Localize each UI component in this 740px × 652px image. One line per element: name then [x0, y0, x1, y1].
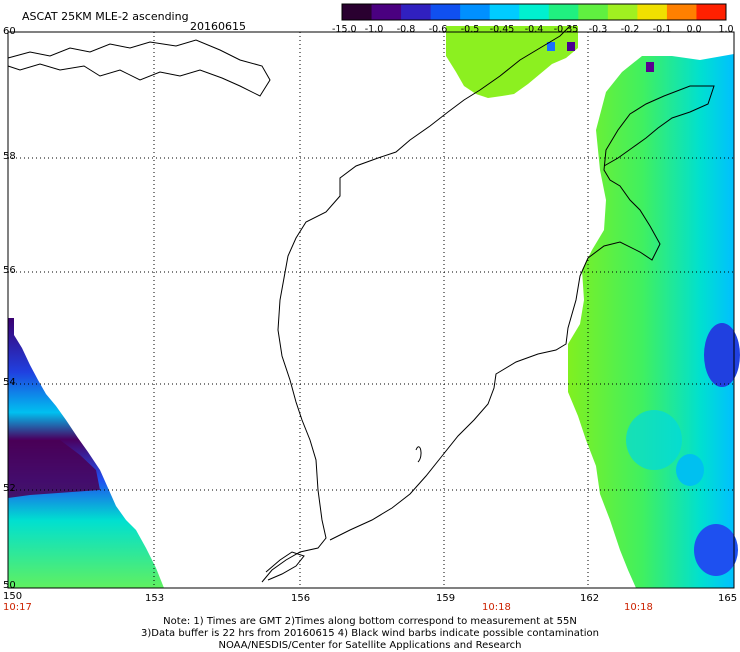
data-blob — [704, 323, 740, 387]
colorbar-swatch — [637, 4, 668, 20]
lat-label: 60 — [3, 26, 16, 37]
colorbar-swatch — [489, 4, 520, 20]
colorbar-frame — [341, 3, 727, 21]
colorbar-label: -0.4 — [524, 24, 544, 35]
colorbar-swatch — [519, 4, 550, 20]
time-label: 10:18 — [482, 602, 511, 613]
colorbar-swatch — [371, 4, 402, 20]
data-cell — [646, 62, 654, 72]
lat-label: 52 — [3, 483, 16, 494]
lon-label: 150 — [3, 591, 23, 602]
colorbar-swatch — [342, 4, 373, 20]
colorbar-swatch — [666, 4, 697, 20]
colorbar-swatch — [696, 4, 727, 20]
data-blob — [626, 410, 682, 470]
map-title: ASCAT 25KM MLE-2 ascending — [22, 10, 189, 23]
colorbar-label: 1.0 — [718, 24, 734, 35]
colorbar-swatch — [607, 4, 638, 20]
data-swath-left-dark — [8, 440, 100, 498]
colorbar-label: 0.0 — [686, 24, 702, 35]
data-swath-left — [8, 318, 164, 588]
lon-label: 162 — [580, 593, 600, 604]
data-cell — [567, 42, 575, 51]
lon-label: 165 — [718, 593, 738, 604]
map-frame — [7, 31, 735, 589]
coastline — [7, 25, 715, 583]
lon-label: 159 — [436, 593, 456, 604]
lat-label: 56 — [3, 265, 16, 276]
colorbar-label: -0.5 — [460, 24, 480, 35]
colorbar-swatch — [578, 4, 609, 20]
lat-label: 54 — [3, 377, 16, 388]
colorbar-swatch — [460, 4, 491, 20]
footnote-line: 3)Data buffer is 22 hrs from 20160615 4)… — [141, 628, 599, 639]
time-label: 10:17 — [3, 602, 32, 613]
lat-label: 50 — [3, 580, 16, 591]
colorbar-label: -0.2 — [620, 24, 640, 35]
colorbar-swatch — [548, 4, 579, 20]
footnote-line: NOAA/NESDIS/Center for Satellite Applica… — [218, 640, 522, 651]
lat-label: 58 — [3, 151, 16, 162]
data-cell — [547, 42, 555, 51]
lon-label: 156 — [291, 593, 311, 604]
colorbar — [341, 3, 727, 21]
colorbar-label: -0.45 — [489, 24, 515, 35]
colorbar-label: -0.1 — [652, 24, 672, 35]
colorbar-label: -0.3 — [588, 24, 608, 35]
colorbar-label: -0.8 — [396, 24, 416, 35]
colorbar-swatch — [430, 4, 461, 20]
colorbar-label: -1.0 — [364, 24, 384, 35]
footnote-line: Note: 1) Times are GMT 2)Times along bot… — [163, 616, 577, 627]
data-swath-top — [446, 26, 578, 98]
colorbar-label: -15.0 — [332, 24, 357, 35]
data-blob — [694, 524, 738, 576]
lon-label: 153 — [145, 593, 165, 604]
graticule — [8, 32, 734, 588]
colorbar-label: -0.6 — [428, 24, 448, 35]
colorbar-swatch — [401, 4, 432, 20]
data-blob — [676, 454, 704, 486]
map-date: 20160615 — [190, 20, 246, 33]
footnote: Note: 1) Times are GMT 2)Times along bot… — [0, 616, 740, 652]
time-label: 10:18 — [624, 602, 653, 613]
colorbar-label: -0.35 — [553, 24, 579, 35]
